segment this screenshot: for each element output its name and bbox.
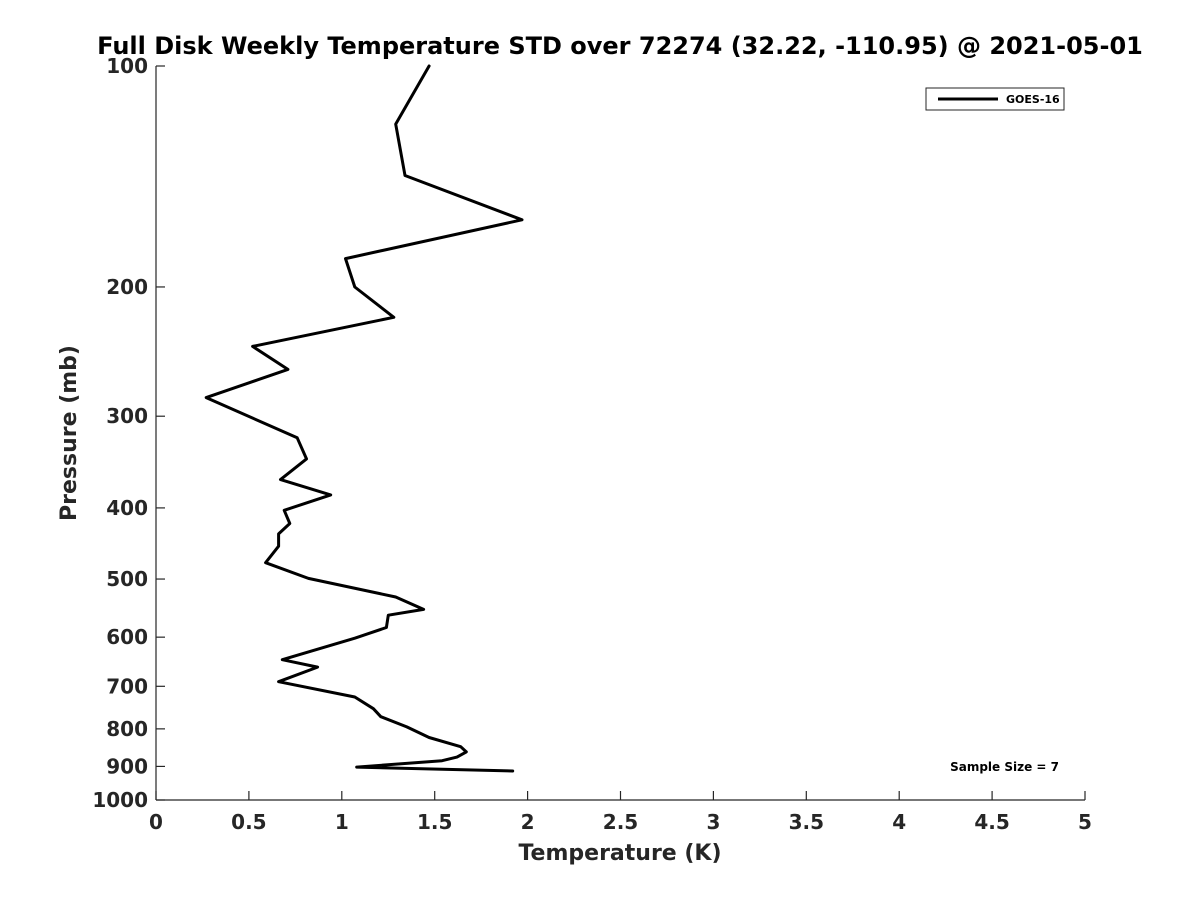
y-tick-label: 300: [106, 404, 148, 428]
y-tick-label: 800: [106, 717, 148, 741]
x-axis-label: Temperature (K): [518, 841, 721, 866]
y-tick-label: 700: [106, 674, 148, 698]
legend: GOES-16: [925, 87, 1065, 111]
x-tick-label: 2: [521, 810, 535, 834]
x-tick-label: 1.5: [417, 810, 452, 834]
y-tick-label: 500: [106, 567, 148, 591]
x-ticks: 0 0.5 1 1.5 2 2.5 3 3.5 4 4.5 5: [149, 791, 1092, 834]
x-tick-label: 2.5: [603, 810, 638, 834]
x-tick-label: 3: [706, 810, 720, 834]
y-tick-label: 1000: [92, 788, 148, 812]
x-tick-label: 3.5: [789, 810, 824, 834]
y-ticks: 100 200 300 400 500 600 700 800 900 1000: [92, 54, 165, 812]
legend-entry-goes16: GOES-16: [1006, 93, 1060, 106]
x-tick-label: 0.5: [231, 810, 266, 834]
y-tick-label: 600: [106, 625, 148, 649]
y-axis-label: Pressure (mb): [57, 345, 82, 521]
y-tick-label: 900: [106, 754, 148, 778]
x-tick-label: 0: [149, 810, 163, 834]
x-tick-label: 5: [1078, 810, 1092, 834]
series-line-goes16: [204, 64, 524, 773]
y-tick-label: 100: [106, 54, 148, 78]
y-tick-label: 200: [106, 275, 148, 299]
y-tick-label: 400: [106, 496, 148, 520]
x-tick-label: 4: [892, 810, 906, 834]
x-tick-label: 1: [335, 810, 349, 834]
x-tick-label: 4.5: [974, 810, 1009, 834]
sample-size-annotation: Sample Size = 7: [950, 760, 1059, 774]
chart-title: Full Disk Weekly Temperature STD over 72…: [97, 32, 1143, 60]
